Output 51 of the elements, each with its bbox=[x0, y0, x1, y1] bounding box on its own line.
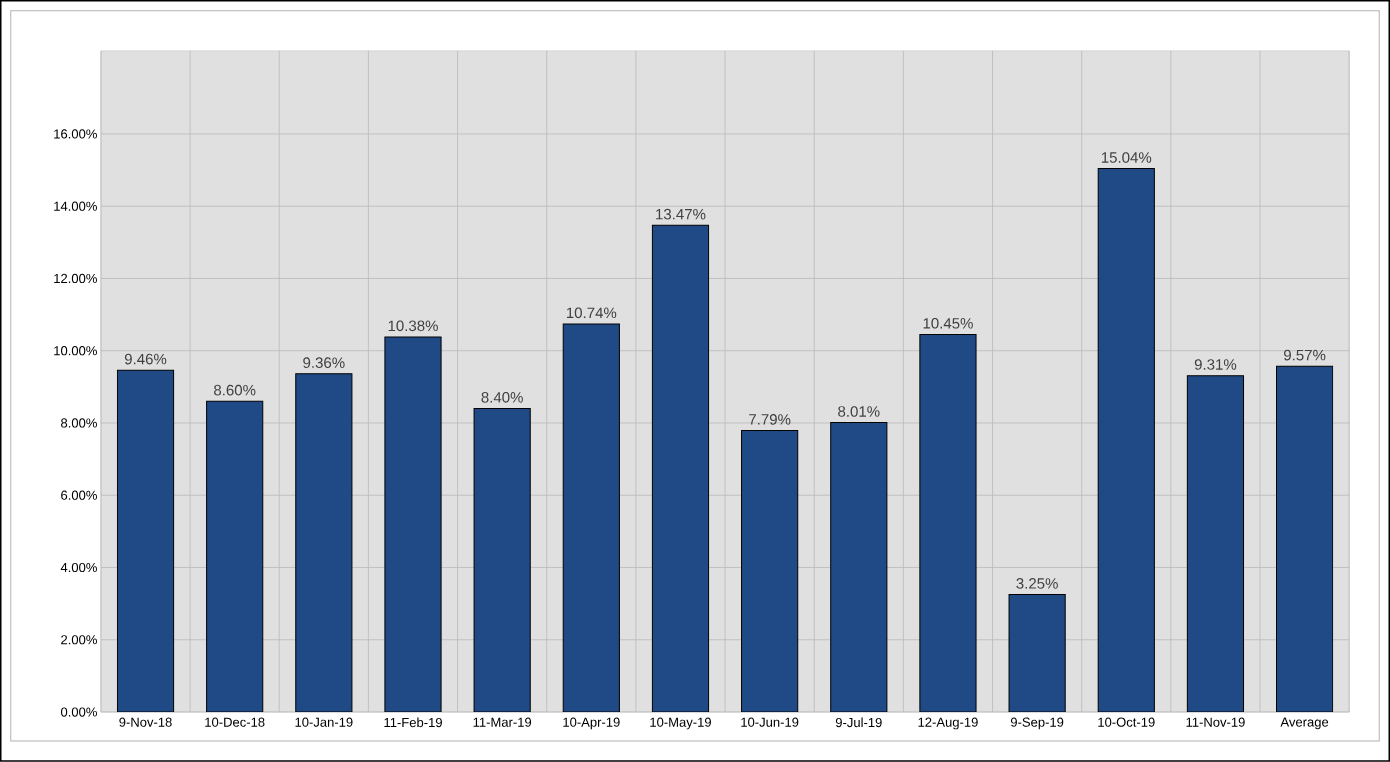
x-tick-label: 11-Feb-19 bbox=[384, 717, 442, 728]
bar bbox=[1008, 594, 1066, 713]
x-tick-label: 10-Jan-19 bbox=[295, 717, 353, 727]
x-tick-label: 9-Jul-19 bbox=[835, 717, 882, 728]
data-label: 3.25% bbox=[1016, 578, 1058, 589]
y-tick-label: 12.00% bbox=[54, 273, 97, 284]
data-label: 9.36% bbox=[303, 357, 345, 369]
y-tick-label: 0.00% bbox=[60, 707, 97, 717]
bar bbox=[295, 373, 353, 713]
data-label: 15.04% bbox=[1101, 152, 1152, 163]
y-tick-label: 16.00% bbox=[54, 129, 97, 139]
x-tick-label: 10-May-19 bbox=[650, 717, 711, 730]
y-tick-label: 6.00% bbox=[61, 490, 97, 500]
data-label: 13.47% bbox=[656, 208, 706, 220]
data-label: 8.60% bbox=[214, 384, 256, 396]
x-tick-label: 10-Apr-19 bbox=[563, 717, 620, 730]
data-label: 8.40% bbox=[481, 392, 523, 403]
bar bbox=[384, 336, 442, 713]
data-label: 9.46% bbox=[124, 353, 167, 365]
data-label: 10.45% bbox=[923, 318, 973, 329]
y-tick-label: 10.00% bbox=[54, 346, 97, 356]
x-tick-label: 11-Mar-19 bbox=[473, 717, 532, 727]
data-label: 9.57% bbox=[1284, 349, 1326, 361]
data-label: 7.79% bbox=[749, 414, 791, 425]
bar bbox=[206, 400, 264, 713]
x-tick-label: 10-Jun-19 bbox=[741, 717, 799, 727]
bar bbox=[1186, 375, 1245, 713]
y-tick-label: 2.00% bbox=[61, 635, 97, 645]
y-tick-label: 14.00% bbox=[54, 201, 97, 211]
x-tick-label: 9-Nov-18 bbox=[119, 717, 172, 727]
bar bbox=[651, 224, 710, 713]
bar bbox=[116, 369, 175, 713]
bar bbox=[919, 334, 977, 713]
x-tick-label: 10-Dec-18 bbox=[205, 717, 265, 727]
x-tick-label: 9-Sep-19 bbox=[1010, 717, 1064, 730]
bar bbox=[741, 430, 799, 713]
y-tick-label: 4.00% bbox=[60, 562, 97, 573]
data-label: 8.01% bbox=[838, 406, 880, 417]
data-label: 10.74% bbox=[566, 307, 617, 319]
x-tick-label: 12-Aug-19 bbox=[918, 717, 978, 730]
x-tick-label: 10-Oct-19 bbox=[1098, 717, 1155, 727]
data-label: 9.31% bbox=[1194, 359, 1237, 370]
x-tick-label: 11-Nov-19 bbox=[1186, 717, 1245, 727]
bar bbox=[562, 323, 620, 713]
bar bbox=[473, 408, 531, 713]
data-label: 10.38% bbox=[388, 320, 438, 332]
x-tick-label: Average bbox=[1280, 717, 1329, 730]
bar bbox=[1276, 365, 1334, 713]
y-tick-label: 8.00% bbox=[61, 418, 97, 428]
bar bbox=[1097, 168, 1155, 713]
bar bbox=[830, 422, 888, 713]
